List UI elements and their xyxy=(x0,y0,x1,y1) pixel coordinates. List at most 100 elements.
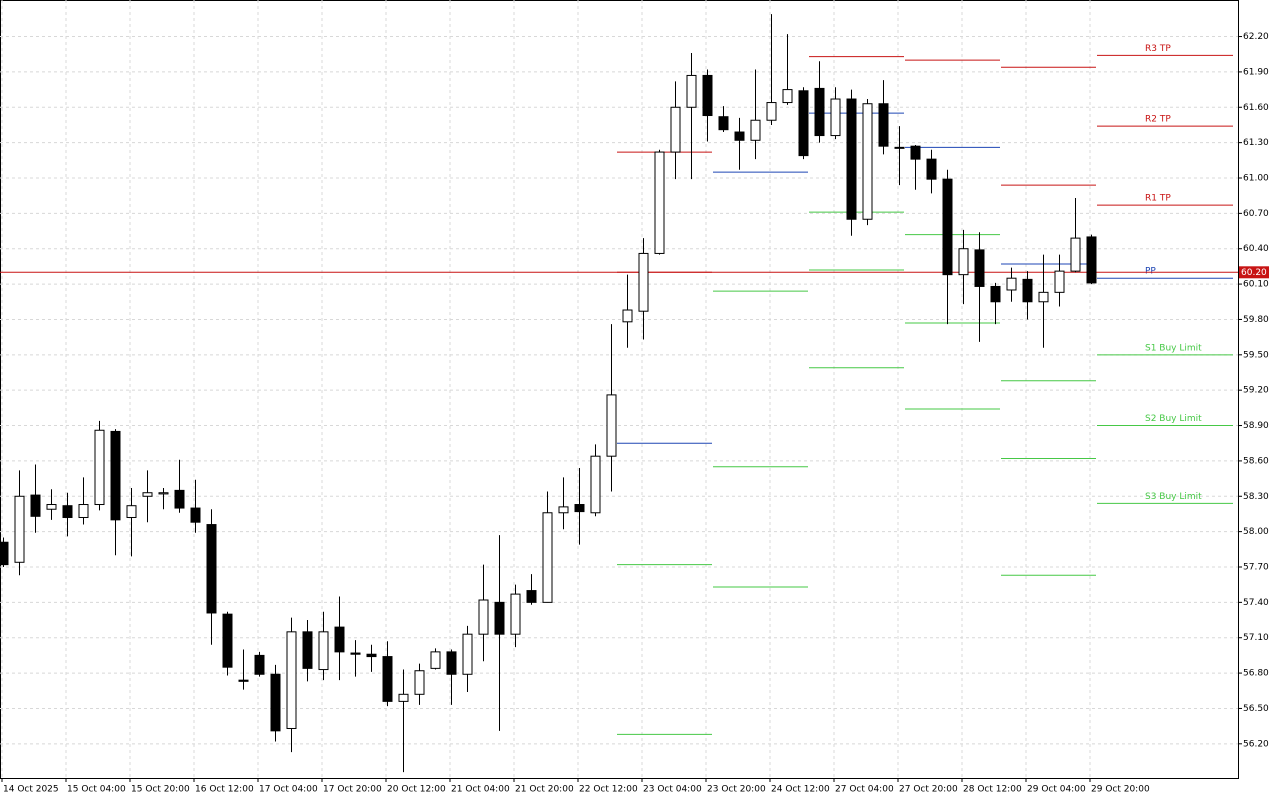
candle-body xyxy=(142,492,153,497)
candle-body xyxy=(686,74,697,108)
candle-body xyxy=(414,670,425,695)
candle-body xyxy=(94,429,105,506)
candle-body xyxy=(190,507,201,523)
candle-body xyxy=(718,116,729,131)
plot-frame xyxy=(0,0,1239,779)
y-tick-label: 56.50 xyxy=(1243,704,1269,714)
candle-body xyxy=(286,631,297,729)
candle-body xyxy=(1070,237,1081,272)
grid xyxy=(0,0,1238,778)
candle-body xyxy=(670,106,681,153)
candle-body xyxy=(398,693,409,702)
candle-body xyxy=(478,599,489,635)
x-tick-label: 24 Oct 12:00 xyxy=(771,785,830,795)
y-tick-label: 62.20 xyxy=(1243,32,1269,42)
candle-body xyxy=(0,541,9,566)
pivot-label: S3 Buy Limit xyxy=(1145,492,1202,502)
candle-body xyxy=(606,394,617,457)
x-tick-label: 23 Oct 20:00 xyxy=(707,785,766,795)
pivot-label: S2 Buy Limit xyxy=(1145,414,1202,424)
y-tick-label: 57.10 xyxy=(1243,633,1269,643)
candle-body xyxy=(14,495,25,563)
y-tick-label: 60.10 xyxy=(1243,280,1269,290)
candle-body xyxy=(654,151,665,254)
candle-body xyxy=(462,633,473,675)
candle-body xyxy=(126,505,137,518)
candle-body xyxy=(894,146,905,149)
candle-body xyxy=(78,504,89,518)
x-tick-label: 21 Oct 04:00 xyxy=(451,785,510,795)
pivot-label: R2 TP xyxy=(1145,115,1171,125)
candle-body xyxy=(158,492,169,495)
x-tick-label: 27 Oct 20:00 xyxy=(899,785,958,795)
candle-body xyxy=(542,512,553,603)
x-tick-label: 28 Oct 12:00 xyxy=(963,785,1022,795)
x-tick-label: 29 Oct 04:00 xyxy=(1027,785,1086,795)
candle-body xyxy=(510,593,521,635)
axes: 62.20 61.90 61.60 61.30 61.00 60.70 60.40 60.10… xyxy=(1,32,1269,795)
candle-body xyxy=(702,74,713,117)
candle-body xyxy=(558,506,569,514)
candle-body xyxy=(1038,291,1049,303)
pivot-label: R3 TP xyxy=(1145,44,1171,54)
y-tick-label: 61.90 xyxy=(1243,67,1269,77)
candle-body xyxy=(814,87,825,137)
candle-body xyxy=(798,90,809,157)
candle-body xyxy=(238,679,249,682)
candle-body xyxy=(1022,278,1033,303)
x-tick-label: 17 Oct 04:00 xyxy=(259,785,318,795)
y-tick-label: 59.20 xyxy=(1243,386,1269,396)
candle-body xyxy=(302,631,313,669)
x-tick-label: 22 Oct 12:00 xyxy=(579,785,638,795)
y-tick-label: 58.00 xyxy=(1243,527,1269,537)
candle-body xyxy=(430,651,441,669)
x-tick-label: 27 Oct 04:00 xyxy=(835,785,894,795)
candle-body xyxy=(910,145,921,160)
candle-body xyxy=(318,631,329,671)
y-tick-label: 56.80 xyxy=(1243,669,1269,679)
candles xyxy=(0,14,1097,773)
candle-body xyxy=(926,158,937,180)
y-tick-label: 58.60 xyxy=(1243,456,1269,466)
y-tick-label: 57.40 xyxy=(1243,598,1269,608)
candle-body xyxy=(494,601,505,635)
candle-body xyxy=(958,248,969,276)
y-tick-label: 59.50 xyxy=(1243,350,1269,360)
x-tick-label: 14 Oct 2025 xyxy=(3,785,59,795)
candle-body xyxy=(846,98,857,220)
candle-body xyxy=(334,626,345,653)
candle-body xyxy=(574,504,585,513)
y-tick-label: 59.80 xyxy=(1243,315,1269,325)
candle-body xyxy=(30,494,41,517)
y-tick-label: 57.70 xyxy=(1243,562,1269,572)
candle-body xyxy=(622,309,633,323)
y-tick-label: 60.40 xyxy=(1243,244,1269,254)
candle-body xyxy=(766,102,777,121)
pivot-label: S1 Buy Limit xyxy=(1145,343,1202,353)
candle-body xyxy=(1086,236,1097,284)
pivot-label: PP xyxy=(1145,267,1156,277)
candle-body xyxy=(990,285,1001,303)
candle-body xyxy=(222,613,233,668)
candle-body xyxy=(734,131,745,141)
x-tick-label: 29 Oct 20:00 xyxy=(1091,785,1150,795)
candle-body xyxy=(830,98,841,137)
candle-body xyxy=(862,103,873,220)
x-tick-label: 16 Oct 12:00 xyxy=(195,785,254,795)
candle-body xyxy=(878,103,889,147)
candle-body xyxy=(974,249,985,287)
candle-body xyxy=(254,654,265,675)
candle-body xyxy=(750,119,761,141)
candle-body xyxy=(1006,277,1017,291)
candle-body xyxy=(206,524,217,614)
candle-body xyxy=(350,652,361,655)
candle-body xyxy=(110,430,121,521)
x-tick-label: 17 Oct 20:00 xyxy=(323,785,382,795)
x-tick-label: 15 Oct 20:00 xyxy=(131,785,190,795)
current-price-box xyxy=(1239,266,1269,279)
candle-body xyxy=(782,89,793,104)
candle-body xyxy=(942,178,953,276)
x-tick-label: 21 Oct 20:00 xyxy=(515,785,574,795)
y-tick-label: 58.90 xyxy=(1243,421,1269,431)
candle-body xyxy=(174,489,185,509)
